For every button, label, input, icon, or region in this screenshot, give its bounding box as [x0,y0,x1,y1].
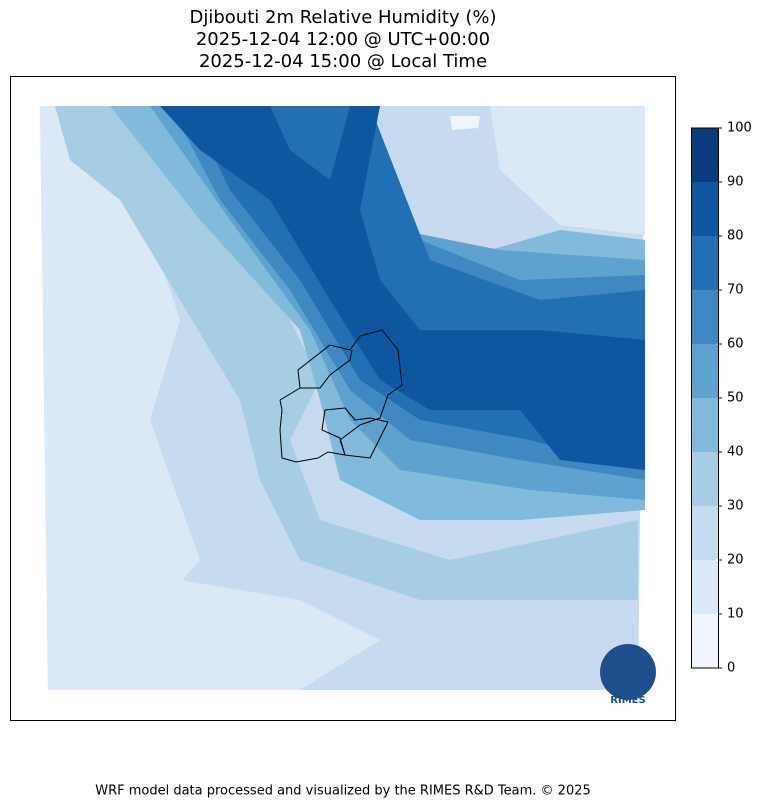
contour-region [48,560,380,690]
colorbar-segment [691,614,718,668]
logo: RIMES [600,644,656,706]
subtitle: 2025-12-04 15:00 @ Local Time [199,51,487,72]
colorbar-segment [691,128,718,182]
contour-region [450,116,480,130]
colorbar-segment [691,182,718,236]
contour-region [490,106,645,235]
colorbar-segment [691,398,718,452]
map-field [40,106,645,690]
colorbar-segment [691,452,718,506]
region-border [300,349,353,389]
colorbar: 0 10 20 30 40 50 60 70 80 90 100 [691,121,752,676]
colorbar-tick-label: 40 [727,445,744,460]
logo-badge [600,644,656,700]
colorbar-tick-label: 80 [727,229,744,244]
colorbar-tick-label: 20 [727,553,744,568]
country-border [279,329,403,463]
title: Djibouti 2m Relative Humidity (%) [190,7,497,28]
colorbar-tick-label: 60 [727,337,744,352]
colorbar-tick-label: 100 [727,121,752,136]
colorbar-tick-label: 30 [727,499,744,514]
colorbar-tick-label: 50 [727,391,744,406]
map-frame [10,76,676,721]
colorbar-segment [691,344,718,398]
colorbar-tick-label: 0 [727,661,735,676]
contour-region [160,106,645,470]
colorbar-tick-label: 70 [727,283,744,298]
colorbar-segment [691,506,718,560]
colorbar-segment [691,560,718,614]
colorbar-segment [691,290,718,344]
contour-region [40,106,200,690]
contour-region [55,106,638,600]
colorbar-segment [691,236,718,290]
footer: WRF model data processed and visualized … [95,784,591,799]
logo-text: RIMES [610,695,645,706]
subtitle: 2025-12-04 12:00 @ UTC+00:00 [196,29,490,50]
colorbar-tick-label: 90 [727,175,744,190]
colorbar-tick-label: 10 [727,607,744,622]
